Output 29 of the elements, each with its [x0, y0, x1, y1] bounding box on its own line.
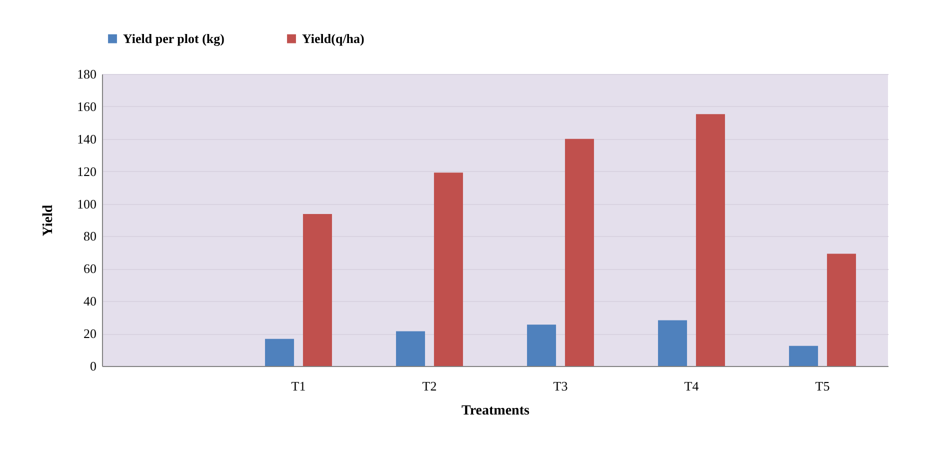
y-tick-label: 0	[90, 358, 96, 374]
legend-label: Yield per plot (kg)	[123, 30, 224, 46]
y-axis-title: Yield	[41, 204, 56, 236]
y-tick-label: 160	[77, 98, 96, 114]
x-tick-label: T1	[291, 378, 306, 394]
y-tick-label: 180	[77, 66, 96, 82]
x-axis-title: Treatments	[462, 404, 530, 418]
bar	[789, 346, 818, 366]
x-tick-label: T2	[422, 378, 437, 394]
y-tick-label: 40	[84, 294, 96, 309]
bar	[658, 320, 688, 366]
y-tick-label: 20	[84, 326, 96, 342]
x-tick-label: T4	[684, 378, 700, 394]
bar	[302, 214, 332, 366]
bar	[696, 114, 725, 366]
x-tick-label: T3	[553, 378, 568, 394]
bar	[265, 338, 294, 366]
bar	[396, 331, 426, 366]
bar	[826, 254, 856, 366]
bar	[564, 138, 594, 366]
bar	[527, 324, 556, 366]
y-tick-label: 80	[84, 228, 96, 244]
bar	[434, 172, 463, 366]
x-tick-label: T5	[815, 378, 830, 394]
y-tick-label: 120	[77, 164, 96, 179]
y-tick-label: 100	[77, 196, 96, 212]
y-tick-label: 60	[84, 261, 96, 276]
legend-label: Yield(q/ha)	[302, 30, 364, 46]
y-tick-label: 140	[77, 131, 96, 146]
